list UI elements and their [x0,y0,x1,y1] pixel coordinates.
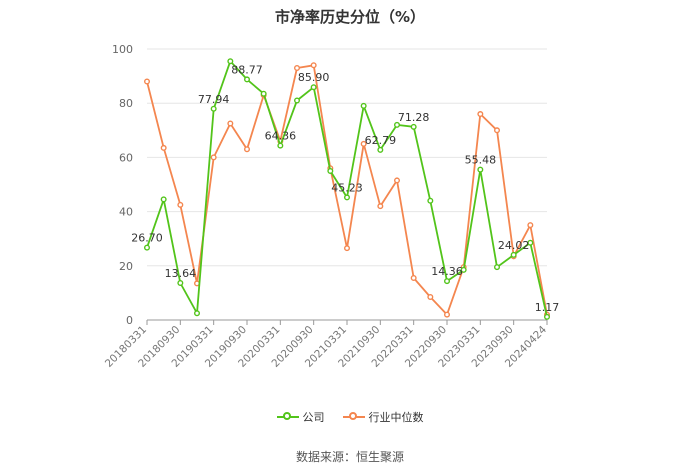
data-label-company: 13.64 [165,267,197,280]
point-company [210,105,217,112]
point-industry-median [294,64,301,71]
legend-label-industry-median: 行业中位数 [368,411,424,424]
data-label-company: 1.17 [535,301,560,314]
point-industry-median [394,177,401,184]
point-company [193,310,200,317]
legend-item-industry-median[interactable]: 行业中位数 [342,409,424,425]
point-company [243,76,250,83]
data-label-company: 14.36 [431,265,463,278]
data-label-company: 71.28 [398,111,430,124]
point-company [527,239,534,246]
data-label-company: 88.77 [231,63,263,76]
point-industry-median [344,245,351,252]
legend-swatch-company [276,411,299,423]
point-industry-median [477,111,484,118]
data-label-company: 45.23 [331,181,363,194]
point-company [427,197,434,204]
point-industry-median [444,311,451,318]
y-tick-label: 20 [119,260,133,273]
series [143,58,551,320]
data-source-note: 数据来源：恒生聚源 [295,450,404,464]
y-tick-label: 60 [119,151,133,164]
y-tick-label: 40 [119,206,133,219]
line-chart: 0204060801002018033120180930201903312019… [103,43,559,370]
point-company [460,266,467,273]
point-company [277,142,284,149]
point-company [227,58,234,65]
point-industry-median [227,120,234,127]
point-industry-median [494,127,501,134]
point-industry-median [310,62,317,69]
point-industry-median [143,78,150,85]
data-label-company: 64.36 [265,130,297,143]
point-company [344,194,351,201]
point-company [494,264,501,271]
point-company [444,278,451,285]
point-company [143,244,150,251]
legend-swatch-industry-median [342,411,365,423]
point-company [260,90,267,97]
legend: 公司 行业中位数 [0,409,700,425]
point-industry-median [360,140,367,147]
point-company [310,84,317,91]
y-tick-label: 80 [119,97,133,110]
point-industry-median [527,222,534,229]
data-label-company: 26.70 [131,232,163,245]
data-labels: 26.70 13.64 77.94 88.77 64.36 85.90 45.23 62.79… [131,63,559,313]
y-tick-label: 100 [112,43,133,56]
point-company [177,280,184,287]
point-company [327,167,334,174]
data-label-company: 62.79 [365,134,397,147]
point-company [294,97,301,104]
point-company [477,166,484,173]
point-industry-median [243,146,250,153]
point-industry-median [177,201,184,208]
point-industry-median [210,154,217,161]
point-industry-median [160,144,167,151]
data-label-company: 77.94 [198,93,230,106]
data-label-company: 85.90 [298,71,330,84]
point-company [510,251,517,258]
point-company [410,123,417,130]
legend-item-company[interactable]: 公司 [276,409,325,425]
chart-title: 市净率历史分位（%） [274,8,426,26]
point-industry-median [377,203,384,210]
data-label-company: 24.02 [498,239,530,252]
point-company [394,121,401,128]
point-company [544,313,551,320]
point-industry-median [410,274,417,281]
y-tick-label: 0 [126,314,133,327]
legend-label-company: 公司 [302,411,325,424]
point-company [360,102,367,109]
axes: 0204060801002018033120180930201903312019… [103,43,550,370]
point-company [160,196,167,203]
gridlines [147,48,547,267]
data-label-company: 55.48 [465,154,497,167]
point-company [377,146,384,153]
point-industry-median [427,293,434,300]
